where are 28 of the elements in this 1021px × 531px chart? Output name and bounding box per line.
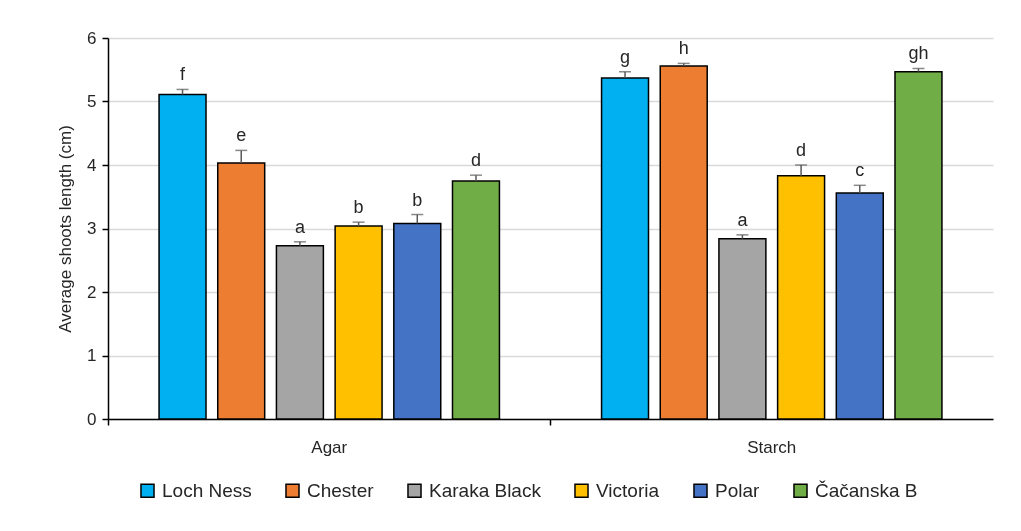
x-tick-label: Agar <box>311 437 348 457</box>
legend-label: Loch Ness <box>162 479 252 501</box>
y-tick-label: 5 <box>87 92 97 111</box>
data-label: h <box>678 38 689 59</box>
legend-label: Čačanska B <box>815 479 918 501</box>
y-axis-title: Average shoots length (cm) <box>56 125 76 333</box>
legend-label: Victoria <box>596 479 660 501</box>
y-tick-label: 1 <box>87 346 97 365</box>
legend-label: Karaka Black <box>429 479 542 501</box>
data-label: b <box>353 197 364 218</box>
legend-label: Chester <box>307 479 375 501</box>
data-label: e <box>236 125 247 146</box>
y-tick-label: 2 <box>87 282 97 302</box>
data-label: g <box>620 46 631 67</box>
y-tick-label: 6 <box>87 28 97 48</box>
y-tick-label: 4 <box>87 155 97 175</box>
data-label: b <box>412 189 423 210</box>
y-tick-label: 0 <box>87 409 97 429</box>
data-label: a <box>294 216 306 237</box>
data-label: gh <box>908 43 929 64</box>
data-label: a <box>737 209 749 230</box>
data-label: f <box>180 64 187 85</box>
x-tick-label: Starch <box>747 437 797 457</box>
data-label: d <box>470 150 481 171</box>
data-label: d <box>796 140 807 160</box>
data-label: c <box>855 160 865 181</box>
y-tick-label: 3 <box>87 219 97 238</box>
legend-label: Polar <box>715 479 761 501</box>
